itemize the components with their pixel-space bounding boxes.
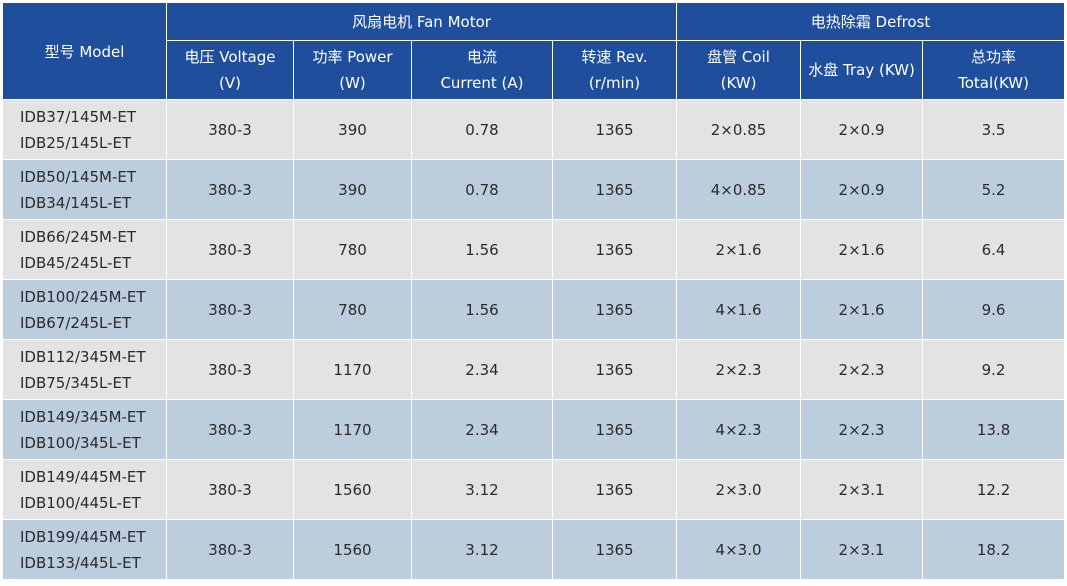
header-current: 电流 Current (A) <box>411 40 553 100</box>
cell-power: 390 <box>293 99 412 160</box>
cell-rev: 1365 <box>551 99 678 160</box>
cell-total: 6.4 <box>922 219 1066 280</box>
cell-total: 18.2 <box>922 519 1066 580</box>
table-row: IDB66/245M-ET IDB45/245L-ET 380-3 780 1.5… <box>2 219 1066 280</box>
table-row: IDB149/445M-ET IDB100/445L-ET 380-3 1560 … <box>2 459 1066 520</box>
cell-total: 5.2 <box>922 159 1066 220</box>
cell-voltage: 380-3 <box>166 519 294 580</box>
cell-voltage: 380-3 <box>166 219 294 280</box>
cell-model: IDB66/245M-ET IDB45/245L-ET <box>2 219 167 280</box>
cell-model: IDB149/445M-ET IDB100/445L-ET <box>2 459 167 520</box>
cell-coil: 2×1.6 <box>676 219 802 280</box>
cell-coil: 4×3.0 <box>676 519 802 580</box>
cell-rev: 1365 <box>551 219 678 280</box>
table-row: IDB112/345M-ET IDB75/345L-ET 380-3 1170 2… <box>2 339 1066 400</box>
cell-tray: 2×0.9 <box>800 159 924 220</box>
cell-power: 1560 <box>293 459 412 520</box>
cell-model: IDB149/345M-ET IDB100/345L-ET <box>2 399 167 460</box>
cell-coil: 2×0.85 <box>676 99 802 160</box>
header-tray: 水盘 Tray (KW) <box>800 40 924 100</box>
cell-model: IDB112/345M-ET IDB75/345L-ET <box>2 339 167 400</box>
cell-current: 2.34 <box>411 399 553 460</box>
cell-current: 3.12 <box>411 459 553 520</box>
cell-voltage: 380-3 <box>166 159 294 220</box>
cell-total: 12.2 <box>922 459 1066 520</box>
cell-power: 1170 <box>293 399 412 460</box>
header-model: 型号 Model <box>2 2 167 100</box>
cell-rev: 1365 <box>551 279 678 340</box>
cell-model: IDB199/445M-ET IDB133/445L-ET <box>2 519 167 580</box>
table-body: IDB37/145M-ET IDB25/145L-ET 380-3 390 0.7… <box>2 99 1066 580</box>
cell-power: 1170 <box>293 339 412 400</box>
table-row: IDB100/245M-ET IDB67/245L-ET 380-3 780 1.… <box>2 279 1066 340</box>
cell-tray: 2×3.1 <box>800 459 924 520</box>
cell-voltage: 380-3 <box>166 279 294 340</box>
cell-rev: 1365 <box>551 519 678 580</box>
cell-coil: 4×2.3 <box>676 399 802 460</box>
header-fan-motor: 风扇电机 Fan Motor <box>165 2 678 41</box>
cell-total: 9.2 <box>922 339 1066 400</box>
cell-current: 2.34 <box>411 339 553 400</box>
header-total: 总功率 Total(KW) <box>922 40 1066 100</box>
table-header: 型号 Model 风扇电机 Fan Motor 电热除霜 Defrost 电压 … <box>2 2 1066 100</box>
cell-tray: 2×2.3 <box>800 399 924 460</box>
table-row: IDB199/445M-ET IDB133/445L-ET 380-3 1560 … <box>2 519 1066 580</box>
table-row: IDB37/145M-ET IDB25/145L-ET 380-3 390 0.7… <box>2 99 1066 160</box>
cell-coil: 4×0.85 <box>676 159 802 220</box>
header-rev: 转速 Rev. (r/min) <box>551 40 678 100</box>
cell-tray: 2×2.3 <box>800 339 924 400</box>
table-row: IDB149/345M-ET IDB100/345L-ET 380-3 1170 … <box>2 399 1066 460</box>
header-power: 功率 Power (W) <box>293 40 412 100</box>
cell-tray: 2×1.6 <box>800 279 924 340</box>
cell-tray: 2×0.9 <box>800 99 924 160</box>
cell-voltage: 380-3 <box>166 99 294 160</box>
cell-rev: 1365 <box>551 339 678 400</box>
cell-rev: 1365 <box>551 399 678 460</box>
header-coil: 盘管 Coil (KW) <box>676 40 802 100</box>
cell-model: IDB37/145M-ET IDB25/145L-ET <box>2 99 167 160</box>
cell-voltage: 380-3 <box>166 339 294 400</box>
cell-total: 9.6 <box>922 279 1066 340</box>
cell-coil: 2×2.3 <box>676 339 802 400</box>
cell-tray: 2×3.1 <box>800 519 924 580</box>
cell-power: 780 <box>293 219 412 280</box>
cell-current: 0.78 <box>411 159 553 220</box>
cell-model: IDB100/245M-ET IDB67/245L-ET <box>2 279 167 340</box>
cell-current: 3.12 <box>411 519 553 580</box>
cell-model: IDB50/145M-ET IDB34/145L-ET <box>2 159 167 220</box>
cell-current: 1.56 <box>411 219 553 280</box>
cell-voltage: 380-3 <box>166 399 294 460</box>
cell-rev: 1365 <box>551 159 678 220</box>
cell-coil: 4×1.6 <box>676 279 802 340</box>
cell-total: 3.5 <box>922 99 1066 160</box>
cell-voltage: 380-3 <box>166 459 294 520</box>
cell-tray: 2×1.6 <box>800 219 924 280</box>
cell-coil: 2×3.0 <box>676 459 802 520</box>
cell-total: 13.8 <box>922 399 1066 460</box>
cell-power: 1560 <box>293 519 412 580</box>
table-row: IDB50/145M-ET IDB34/145L-ET 380-3 390 0.7… <box>2 159 1066 220</box>
header-defrost: 电热除霜 Defrost <box>676 2 1066 41</box>
header-voltage: 电压 Voltage (V) <box>166 40 294 100</box>
cell-power: 390 <box>293 159 412 220</box>
cell-rev: 1365 <box>551 459 678 520</box>
cell-current: 1.56 <box>411 279 553 340</box>
cell-current: 0.78 <box>411 99 553 160</box>
cell-power: 780 <box>293 279 412 340</box>
